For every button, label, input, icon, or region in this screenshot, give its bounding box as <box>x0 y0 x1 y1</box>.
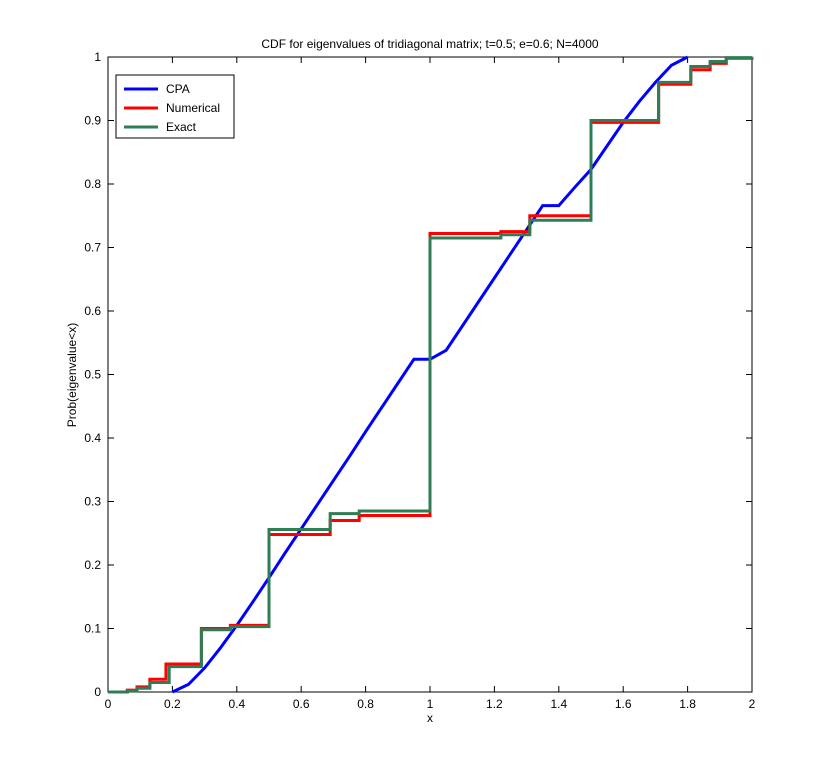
x-tick-label: 1.2 <box>486 697 503 711</box>
x-tick-label: 0 <box>105 697 112 711</box>
x-tick-label: 1.6 <box>615 697 632 711</box>
x-axis-title: x <box>427 711 433 725</box>
x-tick-label: 1.4 <box>550 697 567 711</box>
y-tick-label: 0.8 <box>84 177 101 191</box>
x-tick-label: 0.2 <box>164 697 181 711</box>
y-tick-label: 0.6 <box>84 304 101 318</box>
y-tick-label: 1 <box>94 50 101 64</box>
chart-title: CDF for eigenvalues of tridiagonal matri… <box>261 37 599 51</box>
x-tick-label: 1.8 <box>679 697 696 711</box>
y-tick-label: 0.2 <box>84 558 101 572</box>
y-tick-label: 0.5 <box>84 368 101 382</box>
y-tick-label: 0.7 <box>84 241 101 255</box>
legend-label-numerical: Numerical <box>166 101 220 115</box>
legend-label-exact: Exact <box>166 120 197 134</box>
y-tick-label: 0.3 <box>84 495 101 509</box>
x-tick-label: 1 <box>427 697 434 711</box>
x-tick-label: 2 <box>749 697 756 711</box>
y-tick-label: 0 <box>94 685 101 699</box>
x-tick-label: 0.8 <box>357 697 374 711</box>
x-tick-label: 0.4 <box>228 697 245 711</box>
legend-label-cpa: CPA <box>166 82 190 96</box>
y-tick-label: 0.9 <box>84 114 101 128</box>
x-tick-label: 0.6 <box>293 697 310 711</box>
plot-area: 0 0.2 0.4 0.6 0.8 1 1.2 1.4 1.6 1.8 2 0 0.1 0.2 0.3 0.4… <box>84 50 755 711</box>
y-tick-label: 0.4 <box>84 431 101 445</box>
series-line-exact <box>108 56 754 694</box>
y-tick-label: 0.1 <box>84 622 101 636</box>
y-axis-title: Prob(eigenvalue<x) <box>65 323 79 427</box>
